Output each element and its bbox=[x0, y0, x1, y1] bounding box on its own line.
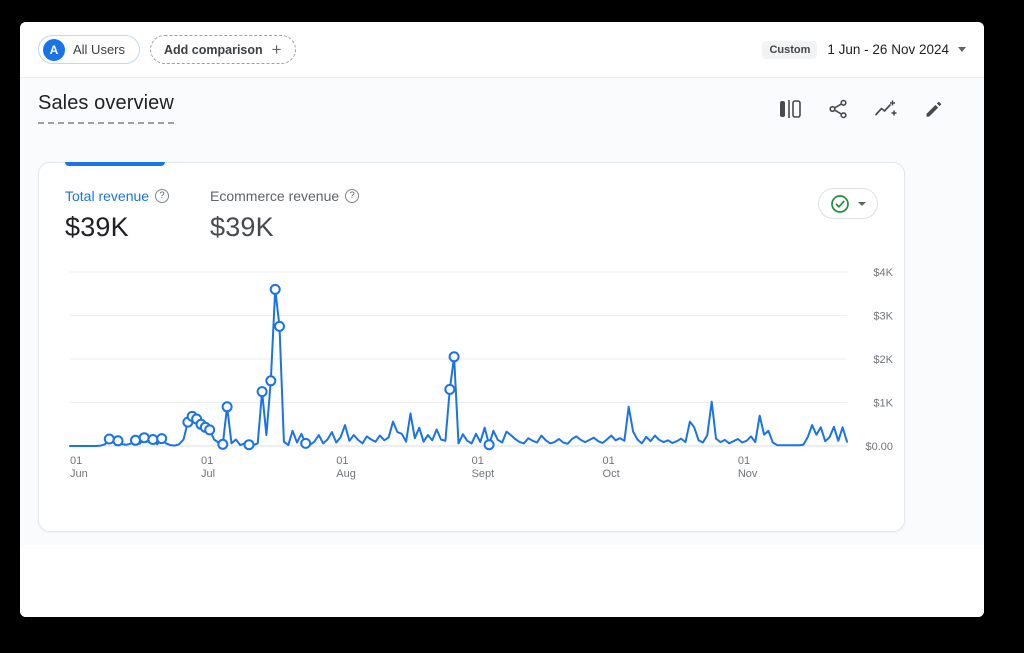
data-point-marker[interactable] bbox=[269, 283, 281, 295]
y-axis-label: $4K bbox=[873, 267, 893, 279]
topbar: A All Users Add comparison + Custom 1 Ju… bbox=[20, 22, 984, 78]
data-point-marker[interactable] bbox=[243, 439, 255, 451]
insights-button[interactable] bbox=[875, 99, 897, 119]
x-axis-label: Nov bbox=[738, 468, 758, 480]
revenue-card: Total revenue ? $39K Ecommerce revenue ?… bbox=[38, 162, 905, 532]
page-title: Sales overview bbox=[38, 92, 174, 124]
add-comparison-button[interactable]: Add comparison + bbox=[150, 35, 296, 64]
segment-avatar: A bbox=[43, 38, 65, 61]
data-point-marker[interactable] bbox=[483, 439, 495, 451]
date-range-type-badge: Custom bbox=[762, 40, 818, 59]
help-icon[interactable]: ? bbox=[155, 189, 170, 203]
revenue-chart-svg: $4K$3K$2K$1K$0.0001Jun01Jul01Aug01Sept01… bbox=[69, 267, 894, 480]
data-point-marker[interactable] bbox=[221, 401, 233, 413]
data-point-marker[interactable] bbox=[147, 434, 159, 445]
x-axis-label: Jun bbox=[70, 468, 88, 480]
plus-icon: + bbox=[271, 40, 282, 59]
edit-pencil-icon bbox=[926, 101, 942, 117]
data-quality-button[interactable] bbox=[818, 188, 878, 219]
y-axis-label: $2K bbox=[873, 354, 893, 366]
x-axis-label: 01 bbox=[201, 455, 213, 467]
data-point-marker[interactable] bbox=[103, 433, 115, 445]
data-point-marker[interactable] bbox=[256, 386, 268, 398]
total-revenue-value: $39K bbox=[65, 212, 129, 242]
add-comparison-label: Add comparison bbox=[164, 42, 263, 57]
x-axis-label: Oct bbox=[603, 468, 620, 480]
ab-comparison-icon bbox=[780, 100, 801, 118]
all-users-label: All Users bbox=[73, 42, 126, 57]
y-axis-label: $3K bbox=[873, 311, 893, 323]
data-point-marker[interactable] bbox=[448, 351, 460, 363]
data-point-marker[interactable] bbox=[274, 320, 285, 332]
data-point-marker[interactable] bbox=[444, 383, 456, 395]
tab-total-revenue[interactable]: Total revenue ? $39K bbox=[65, 188, 210, 243]
x-axis-label: 01 bbox=[70, 455, 82, 467]
data-point-marker[interactable] bbox=[265, 375, 277, 387]
help-icon[interactable]: ? bbox=[345, 189, 360, 203]
date-range-label: 1 Jun - 26 Nov 2024 bbox=[827, 42, 949, 57]
all-users-chip[interactable]: A All Users bbox=[38, 35, 141, 64]
x-axis-label: Jul bbox=[201, 468, 215, 480]
data-point-marker[interactable] bbox=[300, 437, 312, 449]
x-axis-label: 01 bbox=[472, 455, 484, 467]
total-revenue-label: Total revenue bbox=[65, 188, 150, 204]
x-axis-label: 01 bbox=[603, 455, 615, 467]
x-axis-label: 01 bbox=[336, 455, 348, 467]
y-axis-label: $1K bbox=[873, 398, 893, 410]
date-range-picker[interactable]: 1 Jun - 26 Nov 2024 bbox=[827, 42, 966, 57]
share-button[interactable] bbox=[828, 99, 848, 119]
x-axis-label: 01 bbox=[738, 455, 750, 467]
selected-tab-indicator bbox=[65, 162, 165, 166]
ecommerce-revenue-label: Ecommerce revenue bbox=[210, 188, 340, 204]
data-point-marker[interactable] bbox=[204, 424, 216, 436]
title-row: Sales overview bbox=[38, 78, 966, 140]
y-axis-label: $0.00 bbox=[865, 441, 893, 453]
data-point-marker[interactable] bbox=[156, 433, 168, 445]
revenue-chart[interactable]: $4K $3K $2K $1K $0.00 01 Jun 01 Jul 01 Aug 01 Sept 01… bbox=[39, 258, 904, 484]
ecommerce-revenue-value: $39K bbox=[210, 212, 274, 242]
data-point-marker[interactable] bbox=[112, 435, 124, 447]
report-toolbar bbox=[779, 92, 966, 119]
x-axis-label: Sept bbox=[472, 468, 495, 480]
chevron-down-icon bbox=[858, 201, 866, 206]
analytics-window: A All Users Add comparison + Custom 1 Ju… bbox=[20, 22, 984, 617]
edit-button[interactable] bbox=[924, 99, 944, 119]
bottom-strip bbox=[20, 545, 984, 617]
data-point-marker[interactable] bbox=[217, 438, 229, 450]
chevron-down-icon bbox=[958, 47, 966, 52]
share-icon bbox=[829, 99, 847, 119]
x-axis-label: Aug bbox=[336, 468, 356, 480]
metric-header: Total revenue ? $39K Ecommerce revenue ?… bbox=[39, 163, 904, 243]
insights-icon bbox=[875, 100, 897, 116]
ab-comparison-button[interactable] bbox=[779, 100, 801, 118]
data-point-marker[interactable] bbox=[130, 434, 141, 446]
report-workspace: Sales overview bbox=[20, 78, 984, 545]
check-circle-icon bbox=[831, 194, 849, 213]
data-point-marker[interactable] bbox=[138, 432, 150, 444]
tab-ecommerce-revenue[interactable]: Ecommerce revenue ? $39K bbox=[210, 188, 360, 243]
